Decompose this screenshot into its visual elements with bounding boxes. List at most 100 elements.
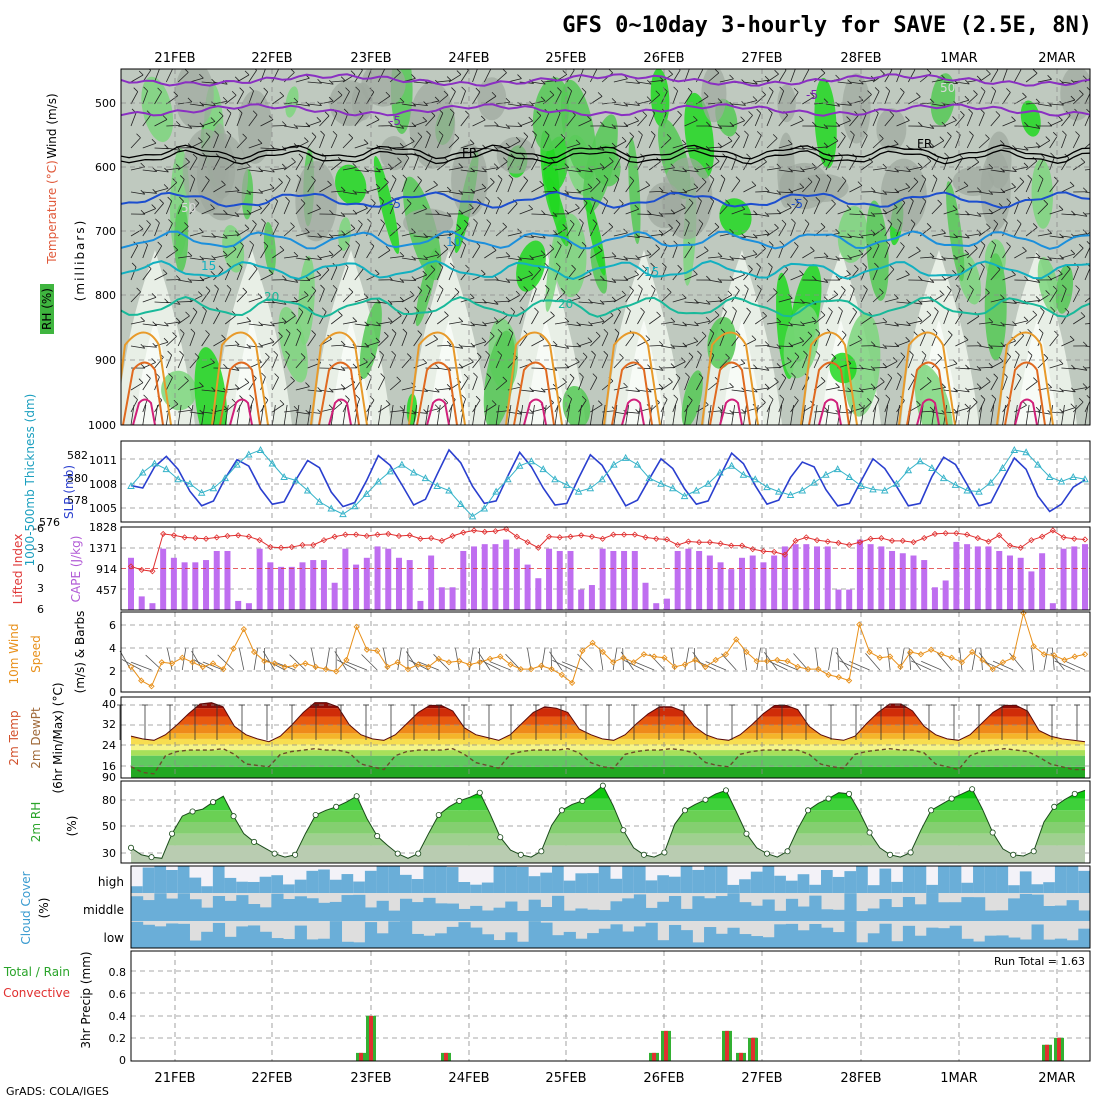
wind-barb xyxy=(601,179,609,193)
wind-barb xyxy=(825,311,833,325)
wind-barb xyxy=(1084,404,1089,425)
isotherm-label: 15 xyxy=(201,259,216,273)
cloud-bar xyxy=(294,879,307,893)
isotherm-line xyxy=(621,398,645,425)
wind-barb-flag xyxy=(735,286,740,291)
wind-barb xyxy=(542,135,550,149)
wind-barb xyxy=(884,223,893,237)
wind-barb xyxy=(590,167,605,171)
wind-barb-flag xyxy=(658,186,664,192)
wind-barb xyxy=(790,187,804,193)
li-point xyxy=(792,537,799,544)
rh2m-point xyxy=(1051,803,1058,810)
wind-barb xyxy=(248,297,263,303)
wind-barb-flag xyxy=(404,307,410,313)
wind-barb-flag xyxy=(317,387,322,392)
thickness-point xyxy=(174,475,182,483)
wind-barb xyxy=(377,354,384,369)
wind-barb xyxy=(684,404,688,425)
wind-barb-flag xyxy=(820,69,826,74)
wind-barb xyxy=(754,161,767,171)
wind-barb-flag xyxy=(430,265,436,270)
wind-barb xyxy=(154,203,164,215)
wind-barb xyxy=(425,288,431,303)
wind-barb xyxy=(637,134,643,149)
cloud-bar xyxy=(1066,900,1079,921)
wind-barb xyxy=(1002,120,1016,127)
wind-barb-flag xyxy=(411,74,416,79)
wind-barb xyxy=(907,69,916,83)
cape-bar xyxy=(245,603,252,610)
wind-barb xyxy=(531,254,546,259)
wind-barb xyxy=(425,184,438,193)
wind-barb-flag xyxy=(1027,328,1032,334)
wind-barb-flag xyxy=(846,270,851,275)
wind-barb-flag xyxy=(894,294,899,299)
wind-barb-flag xyxy=(396,222,401,228)
wind-barb xyxy=(896,202,906,215)
wind-barb-flag xyxy=(725,353,730,359)
wind-barb-flag xyxy=(374,269,380,275)
wind-barb xyxy=(590,250,603,259)
wind-barb-flag xyxy=(155,218,160,224)
wind-barb xyxy=(837,156,843,171)
wind-barb-flag xyxy=(1006,242,1011,247)
wind10m-barb xyxy=(910,660,932,671)
wind-barb xyxy=(413,404,418,425)
li-point xyxy=(1049,527,1056,534)
wind-barb xyxy=(425,100,440,105)
wind10m-label: 10m Wind xyxy=(7,624,21,685)
cloud-bar xyxy=(516,866,530,893)
wind-barb xyxy=(413,290,423,303)
wind-barb-flag xyxy=(340,340,346,346)
wind-barb-flag xyxy=(980,241,986,246)
wind-barb-flag xyxy=(608,69,613,74)
wind-barb-flag xyxy=(328,250,334,256)
wind-barb-flag xyxy=(278,178,283,183)
wind-barb-flag xyxy=(391,329,397,334)
cape-bar xyxy=(653,603,660,610)
wind-barb xyxy=(531,235,546,239)
li-point xyxy=(803,534,810,541)
wind-barb-flag xyxy=(646,250,652,255)
wind-barb xyxy=(307,274,321,281)
wind-barb xyxy=(378,95,391,105)
wind-barb-flag xyxy=(650,285,656,290)
wind-barb xyxy=(130,266,137,281)
rh-mid-region xyxy=(295,161,338,242)
wind-barb-flag xyxy=(823,252,829,258)
wind-barb-flag xyxy=(668,70,673,75)
wind-barb-flag xyxy=(300,353,306,358)
wind-barb xyxy=(331,213,346,217)
cape-bar xyxy=(706,555,713,610)
wind-barb-flag xyxy=(846,116,851,121)
wind-barb xyxy=(319,157,327,171)
wind-barb xyxy=(260,245,269,259)
rh-contour-label: 50 xyxy=(181,201,196,215)
wind-barb xyxy=(531,134,537,149)
wind-barb xyxy=(389,380,401,391)
cloud-bar xyxy=(458,908,471,921)
wind-barb-flag xyxy=(614,174,620,180)
wind-barb xyxy=(225,388,240,391)
wind-barb-flag xyxy=(887,373,893,379)
wind-barb-flag xyxy=(611,252,617,257)
wind-barb xyxy=(672,361,686,369)
wind10m-point xyxy=(609,659,617,666)
wind-barb xyxy=(566,69,575,83)
wind-barb xyxy=(189,178,196,193)
wind-barb-flag xyxy=(939,290,945,295)
wind-barb-flag xyxy=(847,101,852,106)
wind-barb xyxy=(684,400,693,413)
rh2m-units-label: (%) xyxy=(65,816,79,837)
wind-barb xyxy=(366,323,381,327)
wind-barb xyxy=(165,200,173,215)
cape-bar xyxy=(685,548,692,610)
chart-title: GFS 0~10day 3-hourly for SAVE (2.5E, 8N) xyxy=(562,13,1092,38)
thickness-point xyxy=(351,502,359,510)
wind-barb xyxy=(531,389,546,393)
cloud-bar xyxy=(575,908,588,921)
wind-barb-flag xyxy=(176,275,181,280)
wind-barb-flag xyxy=(701,331,707,337)
wind10m-point xyxy=(138,677,145,684)
